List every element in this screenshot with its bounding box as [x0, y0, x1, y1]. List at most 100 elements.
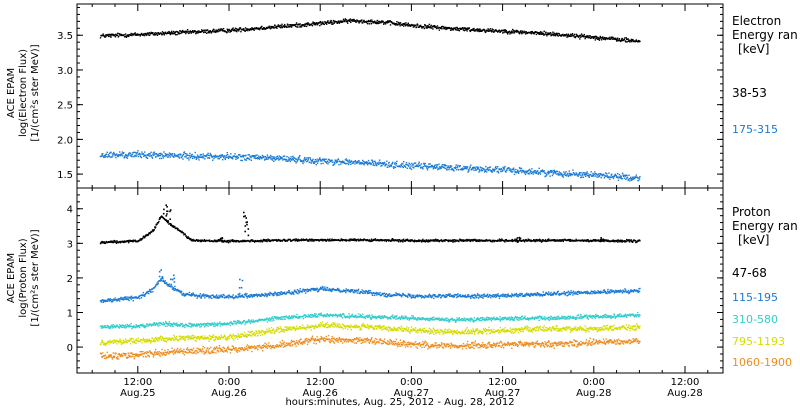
data-point [479, 240, 481, 243]
data-point [201, 294, 204, 296]
data-point [329, 290, 331, 292]
data-point [520, 170, 522, 172]
data-point [432, 168, 435, 170]
data-point [310, 287, 313, 290]
data-point [210, 32, 212, 34]
data-point [300, 26, 302, 28]
data-point [201, 29, 203, 31]
data-point [150, 151, 152, 153]
data-point [319, 158, 321, 161]
data-point [124, 33, 127, 35]
data-point [590, 240, 592, 243]
data-point [553, 34, 555, 37]
data-point [571, 292, 574, 294]
data-point [551, 293, 554, 296]
data-point [357, 290, 359, 292]
data-point [372, 21, 375, 24]
data-point [405, 238, 407, 241]
data-point [554, 172, 556, 174]
data-point [459, 27, 461, 29]
data-point [236, 295, 238, 298]
data-point [423, 240, 425, 242]
data-point [417, 240, 419, 242]
data-point [130, 154, 133, 156]
data-point [576, 291, 578, 294]
data-point [383, 240, 386, 242]
data-point [150, 154, 153, 157]
data-point [156, 34, 159, 36]
data-point [174, 285, 176, 288]
data-point [241, 159, 243, 162]
data-point [285, 25, 288, 28]
data-point [262, 240, 264, 242]
data-point [214, 295, 216, 297]
data-point [521, 171, 523, 174]
data-point [318, 289, 320, 292]
data-point [505, 239, 507, 241]
data-point [293, 156, 295, 159]
data-point [368, 291, 371, 294]
data-point [144, 293, 146, 296]
data-point [426, 240, 429, 243]
data-point [184, 233, 186, 235]
data-point [472, 29, 475, 31]
data-point [413, 26, 415, 28]
data-point [136, 33, 139, 35]
data-point [403, 161, 405, 163]
data-point [517, 171, 519, 173]
data-point [603, 289, 606, 291]
data-point [369, 162, 372, 164]
data-point [106, 151, 108, 153]
data-point [287, 160, 289, 162]
data-point [243, 29, 246, 31]
data-point [515, 29, 518, 32]
data-point [234, 30, 236, 32]
data-point [383, 295, 385, 297]
data-point [399, 25, 401, 27]
data-point-spike [600, 238, 602, 241]
data-point [547, 294, 549, 296]
data-point [422, 165, 424, 168]
data-point [537, 32, 539, 35]
data-point [502, 32, 504, 34]
data-point [432, 239, 435, 241]
data-point [405, 22, 407, 24]
data-point [534, 240, 537, 242]
data-point [597, 290, 599, 292]
data-point [493, 31, 495, 33]
data-point [470, 297, 472, 299]
data-point [149, 153, 151, 155]
data-point [600, 39, 603, 41]
data-point [258, 158, 261, 160]
data-point [428, 295, 430, 297]
data-point [141, 294, 144, 296]
data-point [336, 159, 338, 161]
data-point [207, 152, 209, 154]
data-point [545, 291, 547, 294]
data-point [105, 240, 108, 243]
data-point [539, 240, 541, 242]
data-point [319, 20, 321, 23]
data-point [396, 160, 398, 163]
data-point [455, 164, 457, 166]
data-point [588, 175, 590, 177]
data-point [462, 240, 465, 242]
data-point [221, 155, 223, 157]
data-point [280, 291, 282, 293]
data-point-spike [244, 215, 246, 217]
data-point [567, 175, 570, 178]
data-point [350, 238, 352, 240]
data-point [298, 291, 300, 293]
data-point-spike [165, 204, 167, 206]
data-point [115, 241, 117, 243]
data-point [172, 288, 175, 291]
data-point [527, 240, 529, 242]
data-point [208, 297, 210, 299]
data-point [158, 220, 160, 223]
data-point [502, 293, 504, 296]
data-point [331, 21, 333, 23]
data-point [228, 239, 230, 242]
data-point [461, 169, 463, 171]
data-point [178, 33, 181, 35]
data-point [485, 31, 487, 33]
